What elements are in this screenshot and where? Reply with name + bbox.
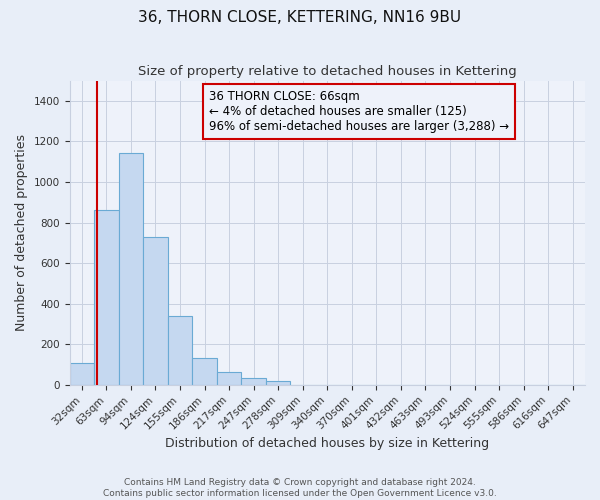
Title: Size of property relative to detached houses in Kettering: Size of property relative to detached ho…	[138, 65, 517, 78]
X-axis label: Distribution of detached houses by size in Kettering: Distribution of detached houses by size …	[165, 437, 490, 450]
Bar	[119, 153, 143, 385]
Bar	[143, 237, 168, 385]
Y-axis label: Number of detached properties: Number of detached properties	[15, 134, 28, 331]
Bar	[192, 358, 217, 385]
Bar	[168, 316, 192, 385]
Text: 36, THORN CLOSE, KETTERING, NN16 9BU: 36, THORN CLOSE, KETTERING, NN16 9BU	[139, 10, 461, 25]
Bar	[217, 372, 241, 385]
Bar	[94, 210, 119, 385]
Text: 36 THORN CLOSE: 66sqm
← 4% of detached houses are smaller (125)
96% of semi-deta: 36 THORN CLOSE: 66sqm ← 4% of detached h…	[209, 90, 509, 132]
Text: Contains HM Land Registry data © Crown copyright and database right 2024.
Contai: Contains HM Land Registry data © Crown c…	[103, 478, 497, 498]
Bar	[70, 363, 94, 385]
Bar	[266, 381, 290, 385]
Bar	[241, 378, 266, 385]
